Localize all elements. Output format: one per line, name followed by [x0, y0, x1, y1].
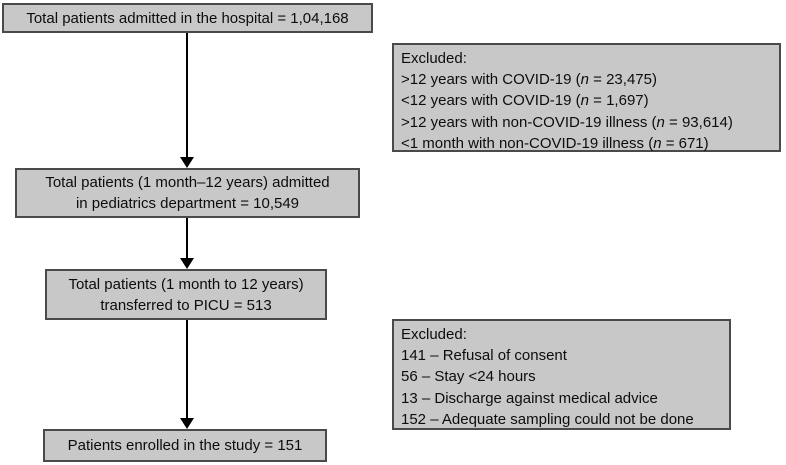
excluded-top-line: <12 years with COVID-19 (n = 1,697)	[401, 92, 649, 110]
excluded-top-line: >12 years with COVID-19 (n = 23,475)	[401, 71, 657, 89]
arrow-down-2	[180, 218, 194, 269]
excluded-box-top: Excluded: >12 years with COVID-19 (n = 2…	[392, 43, 781, 152]
flow-box-enrolled-text: Patients enrolled in the study = 151	[67, 437, 303, 454]
excluded-bottom-line: 152 – Adequate sampling could not be don…	[401, 410, 694, 428]
excluded-top-line: <1 month with non-COVID-19 illness (n = …	[401, 134, 709, 152]
arrow-head-icon	[180, 418, 194, 429]
excluded-top-heading: Excluded:	[401, 50, 467, 67]
excluded-bottom-heading: Excluded:	[401, 326, 467, 343]
arrow-head-icon	[180, 258, 194, 269]
arrow-shaft	[186, 33, 188, 159]
excluded-box-bottom: Excluded: 141 – Refusal of consent 56 – …	[392, 319, 731, 430]
excluded-bottom-line: 141 – Refusal of consent	[401, 347, 567, 365]
flow-box-picu-transferred: Total patients (1 month to 12 years) tra…	[45, 269, 327, 320]
flow-box-enrolled: Patients enrolled in the study = 151	[43, 429, 327, 462]
arrow-down-3	[180, 320, 194, 429]
flow-box-pediatrics-text-line: Total patients (1 month–12 years) admitt…	[45, 174, 330, 191]
excluded-top-line: >12 years with non-COVID-19 illness (n =…	[401, 113, 733, 131]
excluded-bottom-line: 56 – Stay <24 hours	[401, 368, 536, 386]
arrow-shaft	[186, 218, 188, 260]
flow-box-pediatrics-text-line: in pediatrics department = 10,549	[75, 195, 300, 212]
flow-box-picu-text-line: transferred to PICU = 513	[100, 296, 272, 314]
arrow-down-1	[180, 33, 194, 168]
flow-box-total-admitted-text: Total patients admitted in the hospital …	[26, 9, 349, 27]
arrow-head-icon	[180, 157, 194, 168]
arrow-shaft	[186, 320, 188, 420]
flow-box-pediatrics-admitted: Total patients (1 month–12 years) admitt…	[15, 168, 360, 218]
flow-box-picu-text-line: Total patients (1 month to 12 years)	[68, 275, 304, 293]
flow-box-total-admitted: Total patients admitted in the hospital …	[2, 3, 373, 33]
excluded-bottom-line: 13 – Discharge against medical advice	[401, 389, 658, 407]
